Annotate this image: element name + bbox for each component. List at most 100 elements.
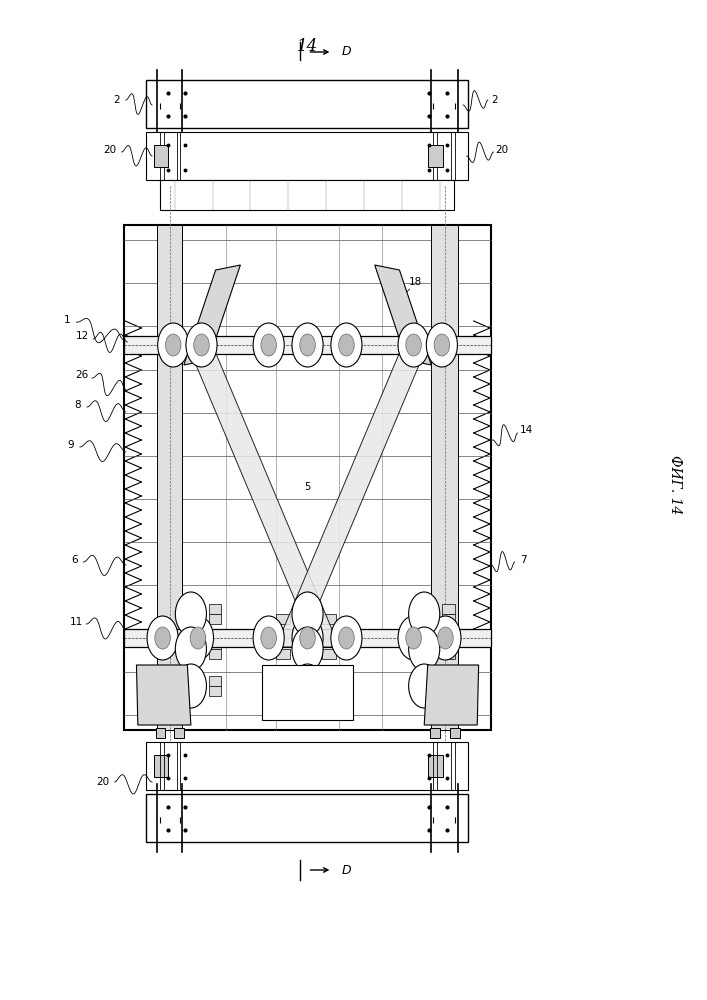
Circle shape — [165, 334, 181, 356]
Bar — [209, 639, 221, 649]
Polygon shape — [276, 336, 431, 647]
Circle shape — [409, 627, 440, 671]
Circle shape — [253, 616, 284, 660]
Circle shape — [186, 323, 217, 367]
Circle shape — [147, 616, 178, 660]
Text: 15: 15 — [301, 705, 314, 715]
Bar — [156, 728, 165, 738]
Text: 20: 20 — [496, 145, 508, 155]
Circle shape — [292, 664, 323, 708]
Bar — [124, 336, 491, 354]
Bar — [428, 755, 443, 777]
Bar — [322, 649, 336, 659]
Bar — [160, 180, 454, 210]
Bar — [209, 649, 221, 659]
Circle shape — [331, 323, 362, 367]
Text: 7: 7 — [520, 555, 527, 565]
Bar — [209, 686, 221, 696]
Circle shape — [194, 334, 209, 356]
Bar — [276, 614, 290, 624]
Polygon shape — [184, 336, 339, 647]
Circle shape — [409, 592, 440, 636]
Polygon shape — [184, 265, 240, 365]
Circle shape — [155, 627, 170, 649]
Bar — [322, 686, 336, 696]
Bar — [442, 614, 455, 624]
Text: 9: 9 — [67, 440, 74, 450]
Bar — [146, 80, 468, 128]
Bar — [157, 225, 182, 730]
Bar — [442, 676, 455, 686]
Bar — [276, 649, 290, 659]
Text: 2: 2 — [491, 95, 498, 105]
Bar — [209, 614, 221, 624]
Bar — [322, 614, 336, 624]
Bar — [430, 728, 440, 738]
Text: 18: 18 — [409, 277, 422, 287]
Text: 8: 8 — [74, 400, 81, 410]
Circle shape — [331, 616, 362, 660]
Circle shape — [398, 616, 429, 660]
Bar — [154, 145, 168, 167]
Circle shape — [261, 627, 276, 649]
Polygon shape — [424, 665, 479, 725]
Circle shape — [182, 616, 214, 660]
Bar — [442, 639, 455, 649]
Text: 14: 14 — [297, 38, 318, 55]
Text: 5: 5 — [305, 482, 310, 491]
Circle shape — [430, 616, 461, 660]
Circle shape — [292, 323, 323, 367]
Bar — [146, 794, 468, 842]
Circle shape — [300, 627, 315, 649]
Circle shape — [339, 334, 354, 356]
Circle shape — [261, 334, 276, 356]
Bar — [431, 225, 458, 730]
Circle shape — [398, 323, 429, 367]
Text: ФИГ. 14: ФИГ. 14 — [668, 455, 682, 515]
Circle shape — [426, 323, 457, 367]
Circle shape — [406, 334, 421, 356]
Text: 2: 2 — [113, 95, 120, 105]
Circle shape — [292, 627, 323, 671]
Circle shape — [175, 627, 206, 671]
Bar — [450, 728, 460, 738]
Circle shape — [175, 664, 206, 708]
Circle shape — [406, 627, 421, 649]
Circle shape — [292, 616, 323, 660]
Text: D: D — [341, 863, 351, 876]
Circle shape — [300, 334, 315, 356]
Bar — [209, 676, 221, 686]
Bar — [442, 686, 455, 696]
Text: D: D — [341, 45, 351, 58]
Bar — [154, 755, 168, 777]
Bar — [209, 604, 221, 614]
Polygon shape — [375, 265, 431, 365]
Circle shape — [409, 664, 440, 708]
Circle shape — [339, 627, 354, 649]
Text: 20: 20 — [103, 145, 116, 155]
Circle shape — [175, 592, 206, 636]
Bar — [124, 225, 491, 730]
Circle shape — [438, 627, 453, 649]
Circle shape — [190, 627, 206, 649]
Bar — [442, 649, 455, 659]
Text: 17: 17 — [443, 700, 455, 710]
Bar — [442, 604, 455, 614]
Circle shape — [253, 323, 284, 367]
Text: 1: 1 — [64, 315, 71, 325]
Bar — [124, 629, 491, 647]
Bar — [428, 145, 443, 167]
Bar — [146, 132, 468, 180]
Bar — [276, 686, 290, 696]
Text: 12: 12 — [76, 331, 88, 341]
Bar — [146, 742, 468, 790]
Text: 26: 26 — [76, 370, 88, 380]
Text: 11: 11 — [70, 617, 83, 627]
Text: 16: 16 — [160, 700, 173, 710]
Text: 6: 6 — [71, 555, 78, 565]
Polygon shape — [136, 665, 191, 725]
Circle shape — [434, 334, 450, 356]
Text: 14: 14 — [520, 425, 533, 435]
Bar — [174, 728, 184, 738]
Bar — [262, 665, 354, 720]
